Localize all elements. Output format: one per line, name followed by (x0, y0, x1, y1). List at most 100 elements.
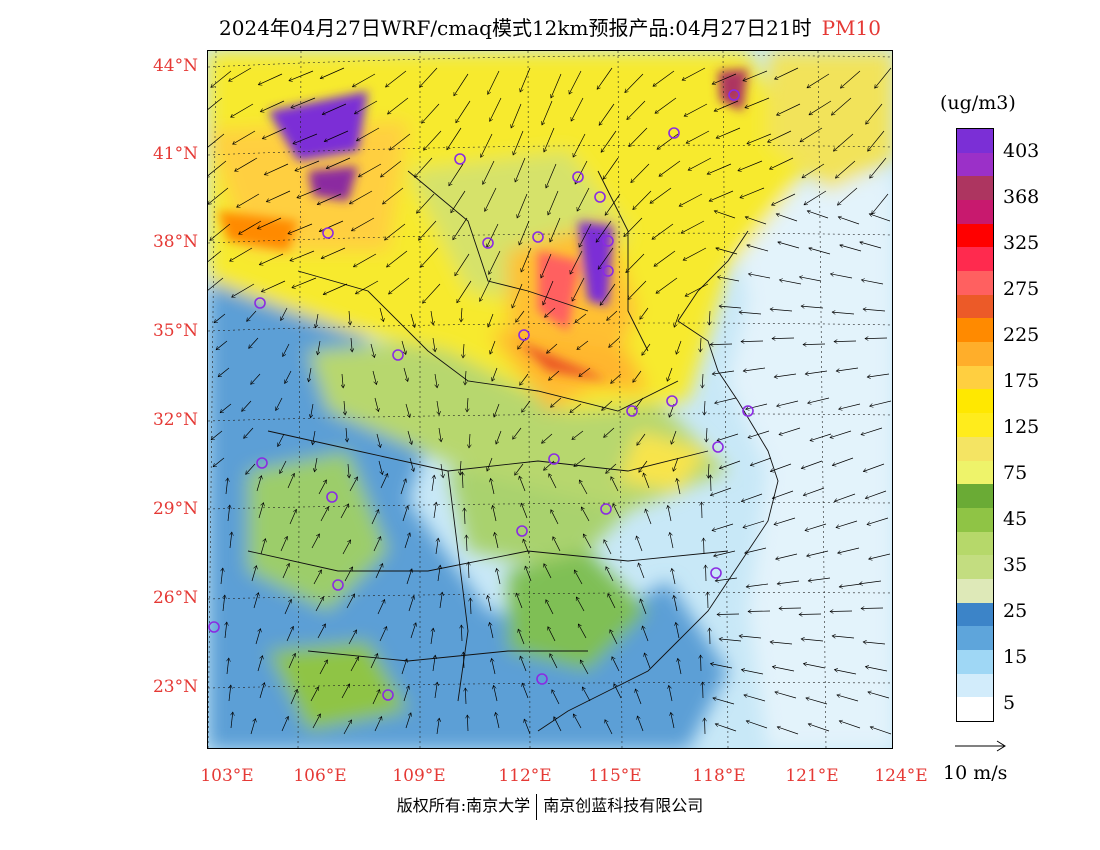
wind-arrow (627, 100, 646, 120)
wind-arrow (453, 217, 468, 240)
wind-arrow (494, 403, 500, 417)
wind-arrow (551, 73, 562, 98)
wind-arrow (211, 70, 232, 87)
city-marker (548, 453, 560, 465)
wind-arrow (253, 593, 259, 609)
wind-arrow (707, 163, 732, 174)
wind-arrow (343, 720, 352, 735)
wind-arrow (374, 397, 379, 412)
wind-arrow (801, 639, 824, 642)
city-marker (668, 127, 680, 139)
lon-label-121: 121°E (785, 766, 839, 786)
wind-arrow (375, 564, 383, 579)
wind-arrow (284, 599, 291, 615)
wind-arrow (805, 523, 827, 531)
wind-arrow (389, 277, 410, 294)
wind-arrow (293, 133, 318, 144)
wind-arrow (676, 340, 682, 354)
wind-arrow (257, 217, 282, 229)
wind-arrow (237, 193, 260, 207)
wind-arrow (830, 430, 852, 438)
wind-arrow (511, 103, 522, 128)
wind-arrow (807, 550, 829, 556)
wind-arrow (747, 245, 769, 252)
city-marker (572, 171, 584, 183)
wind-arrow (625, 73, 644, 93)
lon-label-112: 112°E (498, 766, 552, 786)
wind-arrow (288, 653, 295, 669)
wind-arrow (746, 721, 768, 729)
wind-arrow (867, 517, 889, 525)
wind-arrow (836, 367, 859, 371)
wind-arrow (626, 253, 645, 273)
wind-arrow (214, 313, 226, 323)
wind-arrow (434, 682, 437, 699)
wind-arrow (315, 457, 318, 472)
wind-arrow (610, 630, 618, 645)
wind-arrow (716, 127, 741, 138)
wind-arrow (460, 460, 461, 475)
wind-arrow (379, 627, 387, 642)
wind-arrow (603, 157, 619, 179)
wind-arrow (311, 534, 320, 549)
wind-arrow (489, 250, 501, 274)
wind-arrow (579, 223, 592, 247)
wind-arrow (470, 598, 471, 615)
lat-label-41: 41°N (152, 144, 198, 164)
wind-arrow (552, 690, 560, 705)
wind-arrow (605, 720, 613, 735)
wind-arrow (777, 727, 799, 735)
wind-arrow (346, 427, 347, 442)
wind-arrow (297, 187, 322, 198)
wind-arrow (672, 568, 676, 585)
wind-arrow (573, 714, 582, 729)
wind-arrow (674, 313, 680, 327)
wind-arrow (383, 187, 404, 204)
wind-arrow (439, 592, 442, 609)
wind-arrow (860, 242, 882, 249)
wind-arrow (213, 457, 225, 467)
wind-arrow (741, 341, 764, 342)
wind-arrow (712, 523, 734, 531)
wind-arrow (809, 248, 831, 255)
colorbar (956, 128, 994, 722)
wind-arrow (451, 190, 466, 213)
wind-arrow (578, 624, 587, 639)
wind-arrow (227, 658, 229, 675)
wind-arrow (370, 654, 378, 669)
wind-arrow (777, 103, 801, 115)
wind-arrow (216, 340, 228, 350)
wind-arrow (631, 163, 650, 183)
wind-arrow (229, 67, 252, 81)
wind-arrow (743, 520, 765, 528)
wind-arrow (350, 657, 359, 672)
wind-arrow (355, 280, 379, 294)
wind-arrow (799, 277, 822, 282)
wind-arrow (642, 626, 649, 642)
wind-arrow (341, 684, 350, 699)
city-marker (532, 231, 544, 243)
wind-arrow (637, 433, 646, 445)
wind-arrow (544, 564, 552, 579)
wind-arrow (461, 307, 462, 322)
wind-arrow (259, 683, 265, 699)
lon-label-106: 106°E (293, 766, 347, 786)
wind-arrow (774, 517, 796, 525)
wind-arrow (456, 100, 471, 123)
wind-arrow (495, 532, 499, 549)
wind-arrow (772, 338, 795, 339)
wind-arrow (319, 660, 328, 675)
wind-arrow (522, 400, 531, 412)
wind-arrow (431, 475, 434, 492)
wind-arrow (485, 187, 497, 211)
wind-arrow (869, 214, 891, 222)
wind-arrow (251, 566, 257, 582)
wind-arrow (839, 583, 862, 587)
wind-arrow (312, 714, 321, 729)
wind-arrow (602, 400, 613, 410)
wind-arrow (770, 157, 794, 169)
wind-arrow (745, 217, 767, 225)
wind-arrow (653, 70, 675, 86)
wind-arrow (712, 370, 735, 374)
wind-arrow (598, 247, 614, 269)
